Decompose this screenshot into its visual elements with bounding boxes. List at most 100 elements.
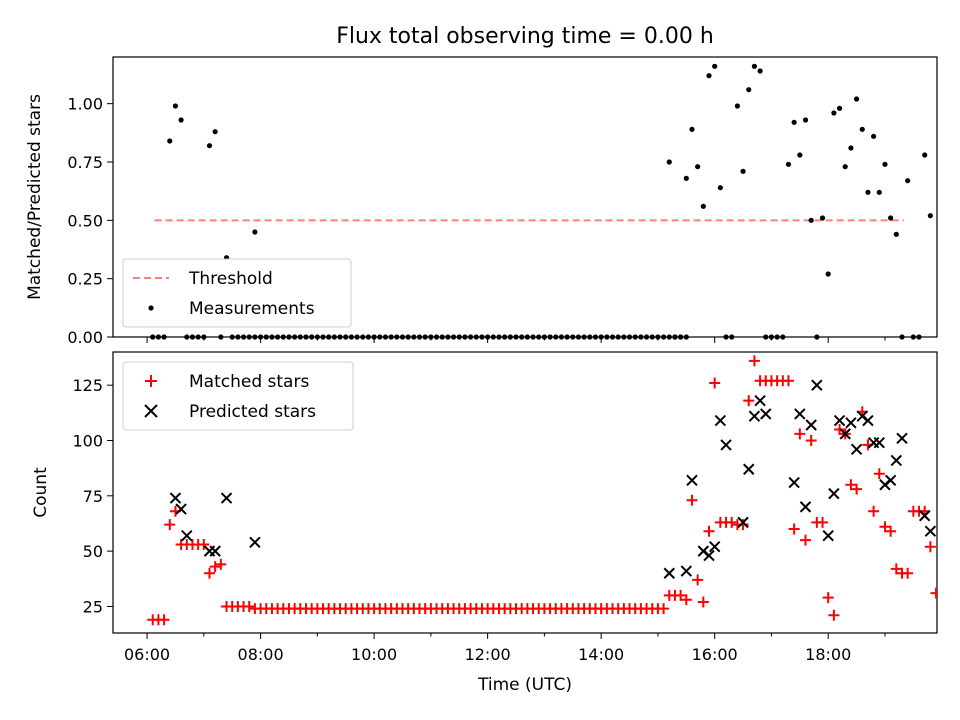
matched-star-point — [215, 558, 227, 570]
measurement-point — [831, 110, 837, 116]
legend-label: Threshold — [188, 269, 273, 289]
legend-predicted-swatch — [144, 404, 158, 418]
y-tick-label: 0.75 — [67, 153, 103, 172]
measurement-point — [212, 129, 218, 135]
measurement-point — [445, 334, 451, 340]
measurement-point — [888, 215, 894, 221]
measurement-point — [240, 334, 247, 340]
measurement-point — [263, 334, 269, 340]
measurement-point — [780, 334, 786, 340]
measurement-point — [252, 229, 258, 235]
plot-area — [150, 63, 933, 340]
measurement-point — [206, 143, 213, 149]
measurement-point — [422, 334, 428, 340]
measurement-point — [365, 334, 372, 340]
matched-star-point — [209, 561, 221, 573]
matched-star-point — [879, 521, 891, 533]
measurement-point — [643, 334, 650, 340]
measurement-point — [632, 334, 638, 340]
matched-star-point — [198, 538, 210, 550]
matched-star-point — [164, 519, 176, 531]
measurement-point — [320, 334, 326, 340]
x-tick-label: 16:00 — [692, 645, 738, 664]
y-tick-label: 1.00 — [67, 95, 103, 114]
predicted-star-point — [714, 414, 727, 427]
matched-star-point — [817, 516, 829, 528]
legend-matched-swatch — [145, 375, 157, 387]
measurement-point — [155, 334, 162, 340]
measurement-point — [280, 334, 286, 340]
measurement-point — [922, 152, 928, 158]
measurement-point — [893, 231, 899, 237]
measurement-point — [513, 334, 519, 340]
measurement-point — [638, 334, 644, 340]
predicted-star-point — [884, 474, 897, 487]
predicted-star-point — [720, 439, 732, 451]
measurement-point — [252, 334, 258, 340]
measurement-point — [382, 334, 389, 340]
predicted-star-point — [663, 567, 675, 579]
measurement-point — [541, 334, 547, 340]
measurement-point — [297, 334, 303, 340]
predicted-star-point — [862, 414, 874, 427]
measurement-point — [485, 334, 491, 340]
measurement-point — [848, 145, 854, 151]
matched-star-point — [885, 525, 897, 537]
measurement-point — [842, 164, 848, 170]
measurement-point — [428, 334, 434, 340]
predicted-star-point — [788, 476, 800, 489]
matched-star-point — [675, 589, 687, 601]
measurement-point — [865, 189, 871, 195]
measurement-point — [927, 213, 933, 219]
predicted-star-point — [839, 428, 851, 440]
predicted-star-point — [896, 432, 908, 444]
matched-star-point — [805, 435, 817, 447]
measurement-point — [547, 334, 553, 340]
measurement-point — [337, 334, 343, 340]
measurement-point — [348, 334, 355, 340]
measurement-point — [309, 334, 315, 340]
measurement-point — [734, 103, 740, 109]
measurement-point — [172, 103, 179, 109]
measurement-point — [655, 334, 661, 340]
predicted-star-point — [220, 492, 233, 504]
measurement-point — [808, 217, 814, 223]
predicted-star-point — [850, 443, 863, 456]
measurement-point — [502, 334, 508, 340]
measurement-point — [450, 334, 457, 340]
predicted-star-point — [845, 417, 857, 429]
plot-area — [147, 355, 937, 626]
matched-star-point — [873, 468, 885, 480]
legend-box — [122, 258, 352, 328]
x-tick-label: 14:00 — [578, 645, 624, 664]
measurement-point — [343, 334, 349, 340]
measurement-point — [558, 334, 565, 340]
measurement-point — [814, 334, 820, 340]
measurement-point — [785, 161, 792, 167]
predicted-star-point — [794, 408, 806, 420]
measurement-point — [235, 334, 241, 340]
measurement-point — [717, 185, 723, 191]
measurement-point — [150, 334, 156, 340]
measurement-point — [229, 334, 235, 340]
matched-star-point — [709, 377, 721, 389]
measurement-point — [689, 126, 695, 132]
predicted-star-point — [169, 492, 182, 504]
measurement-point — [553, 334, 559, 340]
predicted-star-point — [249, 536, 261, 548]
predicted-star-point — [924, 525, 937, 537]
matched-star-point — [794, 428, 806, 440]
measurement-point — [587, 334, 593, 340]
measurement-point — [371, 334, 377, 340]
measurement-point — [246, 334, 252, 340]
measurement-point — [666, 334, 672, 340]
measurement-point — [490, 334, 496, 340]
matched-star-point — [851, 483, 863, 495]
measurement-point — [751, 63, 758, 69]
figure-title: Flux total observing time = 0.00 h — [336, 24, 714, 49]
measurement-point — [314, 334, 320, 340]
legend-box — [122, 361, 354, 431]
y-tick-label: 25 — [83, 597, 103, 616]
x-tick-label: 10:00 — [351, 645, 397, 664]
